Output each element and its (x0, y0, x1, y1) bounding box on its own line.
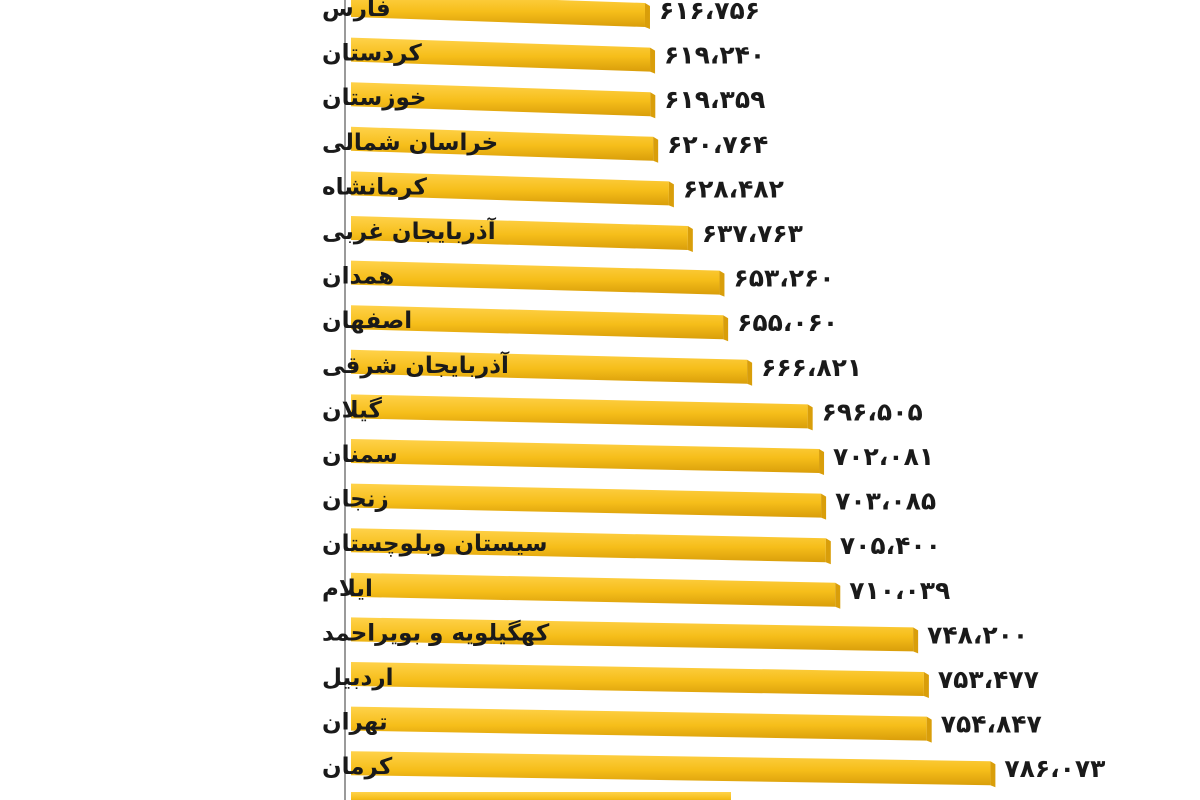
category-label: همدان (322, 264, 394, 290)
bar (351, 706, 927, 741)
value-label: ۶۱۶،۷۵۶ (659, 0, 760, 25)
bar-end-cap (687, 226, 693, 252)
category-label: کردستان (322, 41, 422, 67)
bar (351, 37, 651, 72)
value-label: ۶۲۸،۴۸۲ (683, 174, 784, 203)
value-label: ۷۰۳،۰۸۵ (835, 487, 936, 516)
value-label: ۶۵۵،۰۶۰ (737, 308, 838, 337)
category-label: سمنان (322, 442, 398, 468)
bar-end-cap (723, 315, 729, 342)
bars-group (351, 0, 996, 800)
bar (351, 260, 720, 295)
bar (351, 305, 724, 340)
value-label: ۷۵۴،۸۴۷ (941, 710, 1042, 739)
bar (351, 439, 820, 473)
bar-end-cap (913, 627, 919, 654)
bar-end-cap (650, 92, 656, 119)
category-label: تهران (322, 710, 388, 736)
category-label: خراسان شمالی (322, 130, 498, 156)
bar-end-cap (821, 493, 827, 520)
bar (351, 751, 991, 786)
category-label: ایلام (322, 576, 373, 602)
category-label: فارس (322, 0, 391, 22)
bar (351, 617, 914, 652)
category-label: خوزستان (322, 85, 427, 111)
category-label: گیلان (322, 396, 382, 423)
category-label: کهگیلویه و بویراحمد (322, 619, 550, 646)
bar (351, 349, 748, 384)
bar (351, 0, 645, 27)
value-labels-group: ۶۱۶،۷۵۶ ۶۱۹،۲۴۰ ۶۱۹،۳۵۹ ۶۲۰،۷۶۴ ۶۲۸،۴۸۲ ۶۳۷،۷… (659, 0, 1105, 783)
value-label: ۷۰۲،۰۸۱ (833, 442, 934, 471)
bar-end-cap (923, 672, 929, 698)
category-label: زنجان (322, 487, 389, 513)
category-label: سیستان وبلوچستان (322, 531, 547, 557)
category-label: اردبیل (322, 665, 393, 691)
bar-end-cap (990, 761, 996, 788)
bar (351, 82, 651, 117)
value-label: ۷۴۸،۲۰۰ (927, 620, 1028, 649)
value-label: ۶۹۶،۵۰۵ (822, 397, 923, 426)
bar (351, 171, 669, 206)
value-label: ۶۱۹،۳۵۹ (664, 85, 765, 114)
bar-end-cap (668, 181, 674, 208)
bar-end-cap (644, 3, 650, 29)
category-label: اصفهان (322, 308, 412, 334)
bar-end-cap (650, 47, 656, 74)
bar (351, 528, 826, 563)
value-label: ۶۳۷،۷۶۳ (702, 219, 803, 248)
bar-end-cap (653, 136, 659, 163)
bar-end-cap (719, 270, 725, 297)
category-label: آذربایجان شرقی (322, 350, 510, 379)
bar-end-cap (825, 538, 831, 565)
value-label: ۷۵۳،۴۷۷ (938, 665, 1039, 694)
bar (351, 216, 688, 250)
category-label: آذربایجان غربی (322, 216, 497, 245)
value-label: ۷۰۵،۴۰۰ (840, 531, 941, 560)
bar (351, 662, 924, 696)
value-label: ۶۱۹،۲۴۰ (664, 41, 765, 70)
bar-cutoff (351, 792, 731, 800)
value-label: ۶۵۳،۲۶۰ (733, 264, 834, 293)
bar (351, 483, 822, 518)
bar-end-cap (807, 404, 813, 431)
bar (351, 394, 808, 429)
bar-end-cap (835, 582, 841, 609)
bar-end-cap (819, 449, 825, 475)
bar-end-cap (926, 716, 932, 743)
value-label: ۶۶۶،۸۲۱ (761, 353, 862, 382)
bar (351, 572, 836, 607)
category-labels-group: فارس کردستان خوزستان خراسان شمالی کرمانشاه آذ… (322, 0, 550, 780)
bar-end-cap (747, 359, 753, 386)
value-label: ۷۸۶،۰۷۳ (1004, 754, 1105, 783)
bar (351, 126, 654, 161)
category-label: کرمان (322, 754, 393, 780)
category-label: کرمانشاه (322, 174, 427, 200)
value-label: ۶۲۰،۷۶۴ (667, 130, 768, 159)
value-label: ۷۱۰،۰۳۹ (849, 576, 950, 605)
